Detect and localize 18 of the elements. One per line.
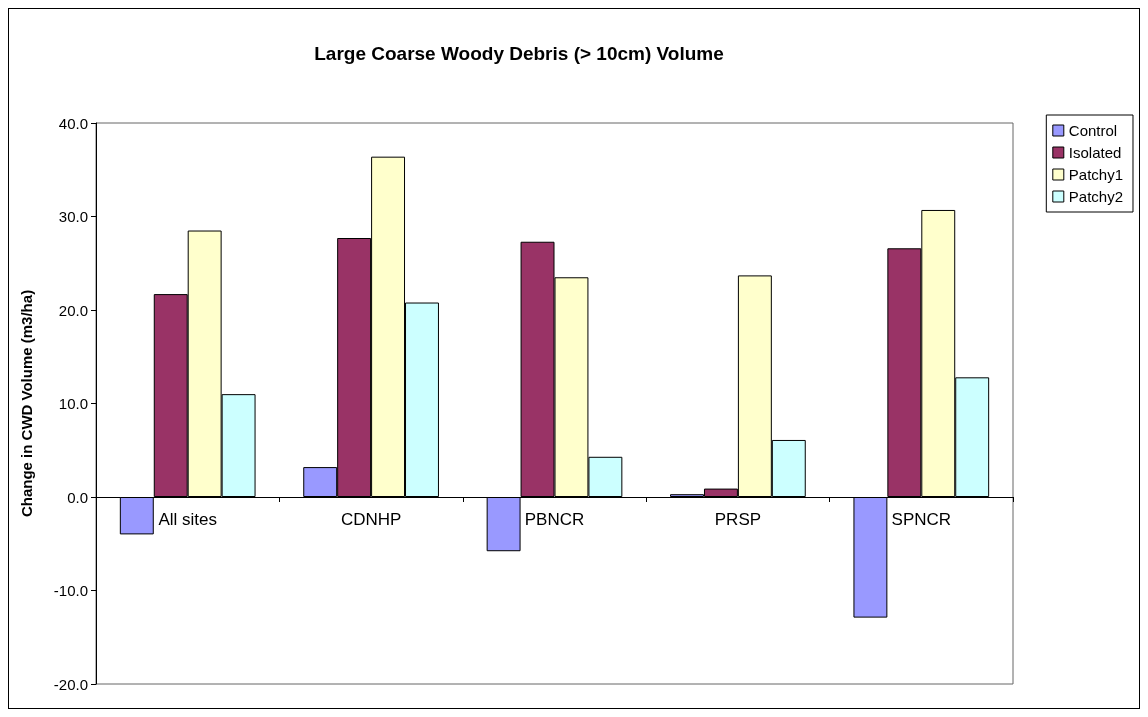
x-tick-label: PBNCR (524, 510, 585, 529)
x-tick-label: PRSP (714, 510, 762, 529)
y-tick-label: 0.0 (67, 488, 88, 506)
legend-label: Isolated (1068, 144, 1122, 161)
x-tick-label: CDNHP (340, 510, 402, 529)
legend-label: Patchy1 (1068, 166, 1123, 183)
y-tick-label: 30.0 (58, 208, 88, 225)
chart-title: Large Coarse Woody Debris (> 10cm) Volume (314, 43, 724, 64)
y-tick-label: 10.0 (58, 395, 88, 412)
y-axis-title: Change in CWD Volume (m3/ha) (18, 289, 35, 518)
y-tick-label: -20.0 (53, 675, 88, 693)
x-tick-label: SPNCR (891, 510, 952, 529)
x-tick-label: All sites (158, 510, 217, 529)
y-tick-label: 20.0 (58, 301, 88, 319)
legend-label: Control (1068, 122, 1118, 139)
legend-label: Patchy2 (1068, 188, 1123, 205)
y-tick-label: -10.0 (53, 582, 88, 599)
y-tick-label: 40.0 (58, 114, 88, 132)
